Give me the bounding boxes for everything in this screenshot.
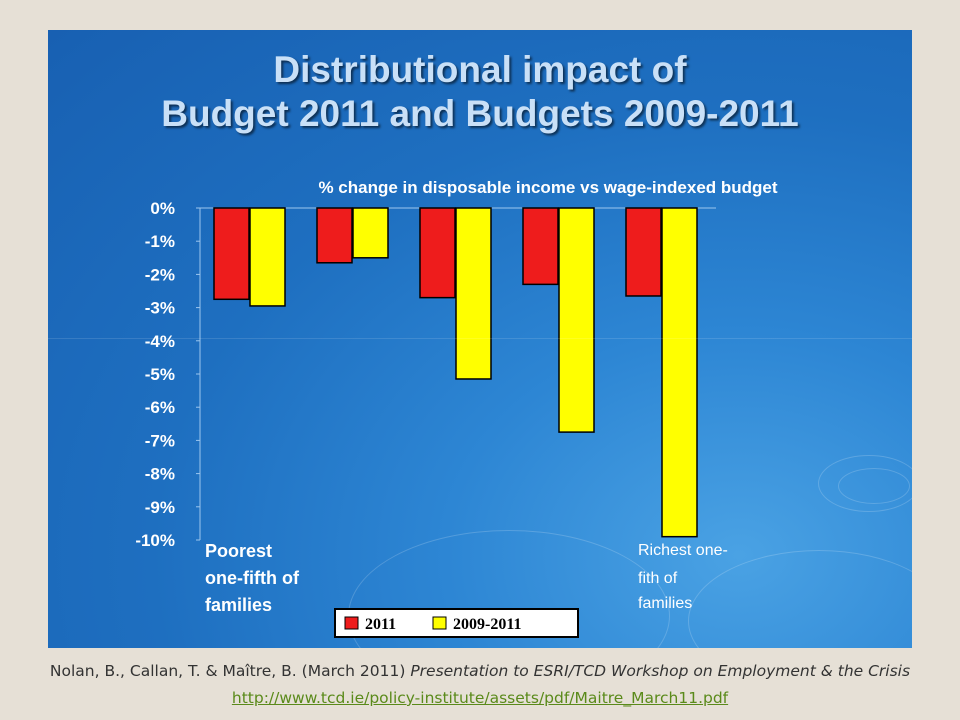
chart-subtitle: % change in disposable income vs wage-in… [318,178,777,197]
bar-series-1 [522,207,559,286]
bar-series-1 [213,207,250,301]
caption-presentation: Presentation to ESRI/TCD Workshop on Emp… [410,662,911,680]
bar-series-1 [316,207,353,264]
bar-series-2 [455,207,492,380]
slide-background: Distributional impact of Budget 2011 and… [48,30,912,648]
category-labels: Poorest one-fifth of families Richest one-f… [205,541,728,615]
legend-swatch [344,616,359,630]
ripple-decoration [838,468,910,504]
y-tick-label: -10% [135,531,175,550]
legend-box [334,608,579,638]
y-tick-label: -2% [145,265,175,284]
category-label-richest: fith of [638,570,678,587]
bar-series-2 [558,207,595,433]
bar-series-1 [625,207,662,297]
bar-series-2 [352,207,389,259]
title-line-2: Budget 2011 and Budgets 2009-2011 [161,93,799,134]
source-link[interactable]: http://www.tcd.ie/policy-institute/asset… [231,689,729,707]
title-line-1: Distributional impact of [273,49,687,90]
y-tick-label: -1% [145,232,175,251]
category-label-richest: Richest one- [638,542,728,559]
category-label-poorest: Poorest [205,541,272,561]
source-caption: Nolan, B., Callan, T. & Maître, B. (Marc… [0,658,960,712]
bar-series-2 [661,207,698,538]
legend-label: 2011 [365,616,396,633]
ripple-decoration [818,455,912,512]
bar-series-1 [419,207,456,299]
legend: 2011 2009-2011 [334,608,579,638]
y-tick-label: -4% [145,332,175,351]
bar-chart: % change in disposable income vs wage-in… [135,178,778,638]
legend-swatch [432,616,447,630]
caption-authors: Nolan, B., Callan, T. & Maître, B. (Marc… [49,662,406,680]
legend-label: 2009-2011 [453,616,521,633]
category-label-richest: families [638,595,692,612]
slide-title: Distributional impact of Budget 2011 and… [48,48,912,136]
y-tick-label: -8% [145,465,175,484]
y-tick-label: -5% [145,365,175,384]
category-label-poorest: families [205,595,272,615]
y-tick-label: -7% [145,431,175,450]
y-tick-label: -9% [145,498,175,517]
y-tick-label: -6% [145,398,175,417]
y-tick-label: -3% [145,299,175,318]
bar-series-2 [249,207,286,307]
bars [213,207,698,538]
category-label-poorest: one-fifth of [205,568,300,588]
y-axis: 0% -1% -2% -3% -4% -5% -6% -7% -8% -9% -10% [135,199,716,550]
y-tick-label: 0% [150,199,175,218]
